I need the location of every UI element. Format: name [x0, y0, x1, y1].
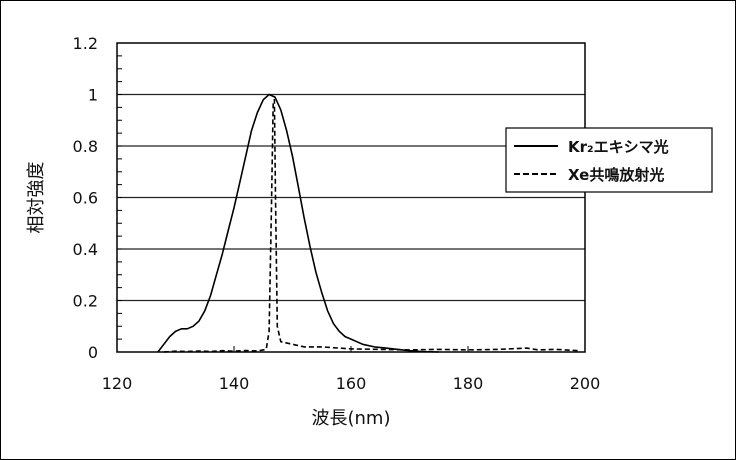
y-tick-label-4: 0.8	[73, 137, 98, 156]
x-axis-title: 波長(nm)	[312, 408, 391, 429]
legend-label-kr2: Kr₂エキシマ光	[568, 138, 669, 156]
legend-box	[505, 127, 713, 193]
x-tick-label-1: 140	[219, 374, 250, 393]
legend: Kr₂エキシマ光 Xe共鳴放射光	[505, 127, 713, 193]
legend-label-xe: Xe共鳴放射光	[568, 166, 664, 184]
series-line-kr2	[157, 93, 439, 353]
series-line-xe	[163, 98, 580, 353]
y-tick-label-1: 0.2	[73, 292, 98, 311]
x-tick-label-3: 180	[453, 374, 484, 393]
y-tick-label-2: 0.4	[73, 240, 98, 259]
axis-ticks: 0 0.2 0.4 0.6 0.8 1 1.2 120 140 160 180 200	[73, 34, 601, 393]
y-axis-title: 相対強度	[26, 162, 47, 234]
x-tick-label-2: 160	[336, 374, 367, 393]
y-tick-label-6: 1.2	[73, 34, 98, 53]
y-tick-label-5: 1	[88, 86, 98, 105]
y-tick-label-0: 0	[88, 343, 98, 362]
x-tick-label-4: 200	[570, 374, 601, 393]
series-lines	[157, 93, 580, 353]
grid-lines	[117, 93, 585, 302]
y-tick-label-3: 0.6	[73, 189, 98, 208]
x-tick-label-0: 120	[102, 374, 133, 393]
